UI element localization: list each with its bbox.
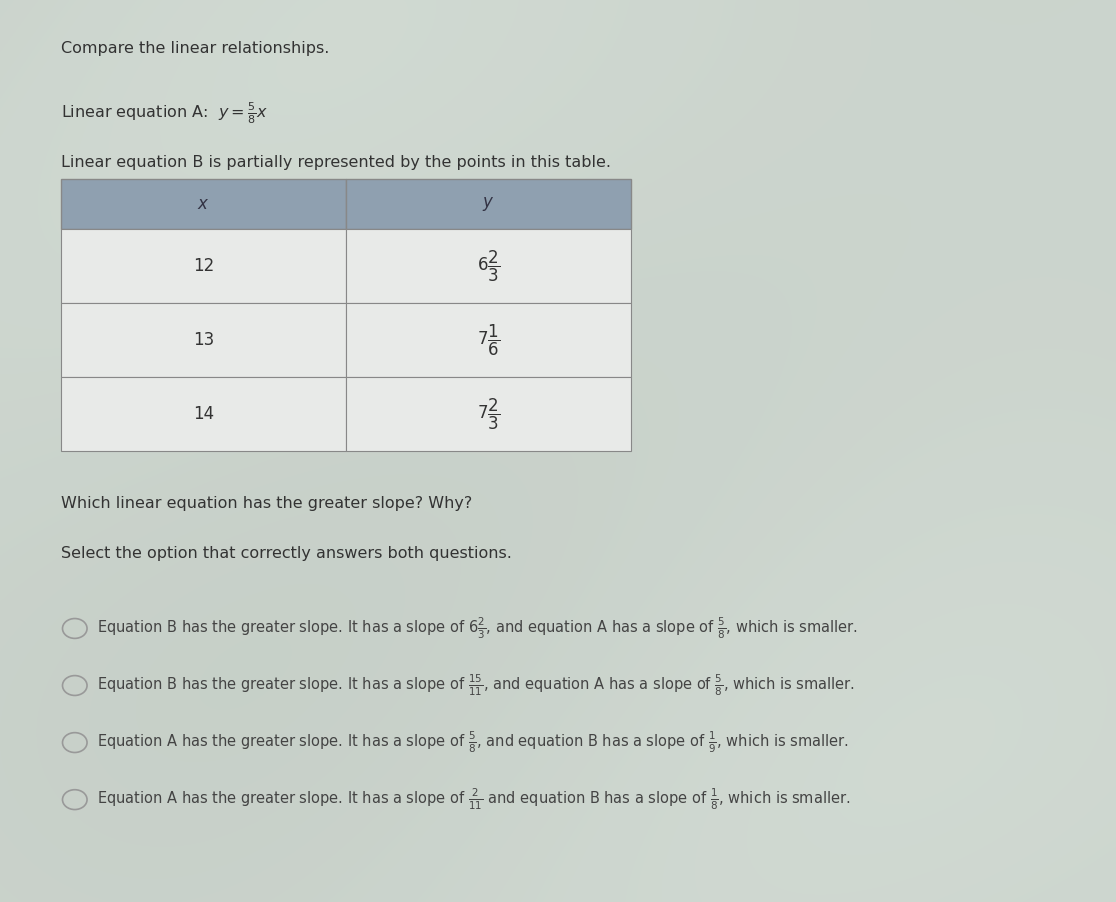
FancyBboxPatch shape [346,377,631,451]
FancyBboxPatch shape [346,303,631,377]
FancyBboxPatch shape [61,229,346,303]
FancyBboxPatch shape [346,179,631,229]
FancyBboxPatch shape [61,179,346,229]
Text: Equation B has the greater slope. It has a slope of $6\frac{2}{3}$, and equation: Equation B has the greater slope. It has… [97,616,858,641]
Text: $6\dfrac{2}{3}$: $6\dfrac{2}{3}$ [477,248,500,284]
Text: Equation A has the greater slope. It has a slope of $\frac{5}{8}$, and equation : Equation A has the greater slope. It has… [97,730,848,755]
Text: Which linear equation has the greater slope? Why?: Which linear equation has the greater sl… [61,496,473,511]
FancyBboxPatch shape [346,229,631,303]
Text: $7\dfrac{1}{6}$: $7\dfrac{1}{6}$ [477,322,500,358]
Text: $y$: $y$ [482,196,494,213]
Text: 13: 13 [193,331,214,349]
Text: Compare the linear relationships.: Compare the linear relationships. [61,41,329,56]
Text: Linear equation A:  $y = \frac{5}{8}x$: Linear equation A: $y = \frac{5}{8}x$ [61,100,268,126]
FancyBboxPatch shape [61,303,346,377]
Text: Equation B has the greater slope. It has a slope of $\frac{15}{11}$, and equatio: Equation B has the greater slope. It has… [97,673,855,698]
Text: $7\dfrac{2}{3}$: $7\dfrac{2}{3}$ [477,396,500,432]
Text: Select the option that correctly answers both questions.: Select the option that correctly answers… [61,546,512,561]
FancyBboxPatch shape [61,377,346,451]
Text: Equation A has the greater slope. It has a slope of $\frac{2}{11}$ and equation : Equation A has the greater slope. It has… [97,787,850,813]
Text: 12: 12 [193,257,214,275]
Text: 14: 14 [193,405,214,423]
Text: $x$: $x$ [198,196,210,213]
Text: Linear equation B is partially represented by the points in this table.: Linear equation B is partially represent… [61,155,612,170]
